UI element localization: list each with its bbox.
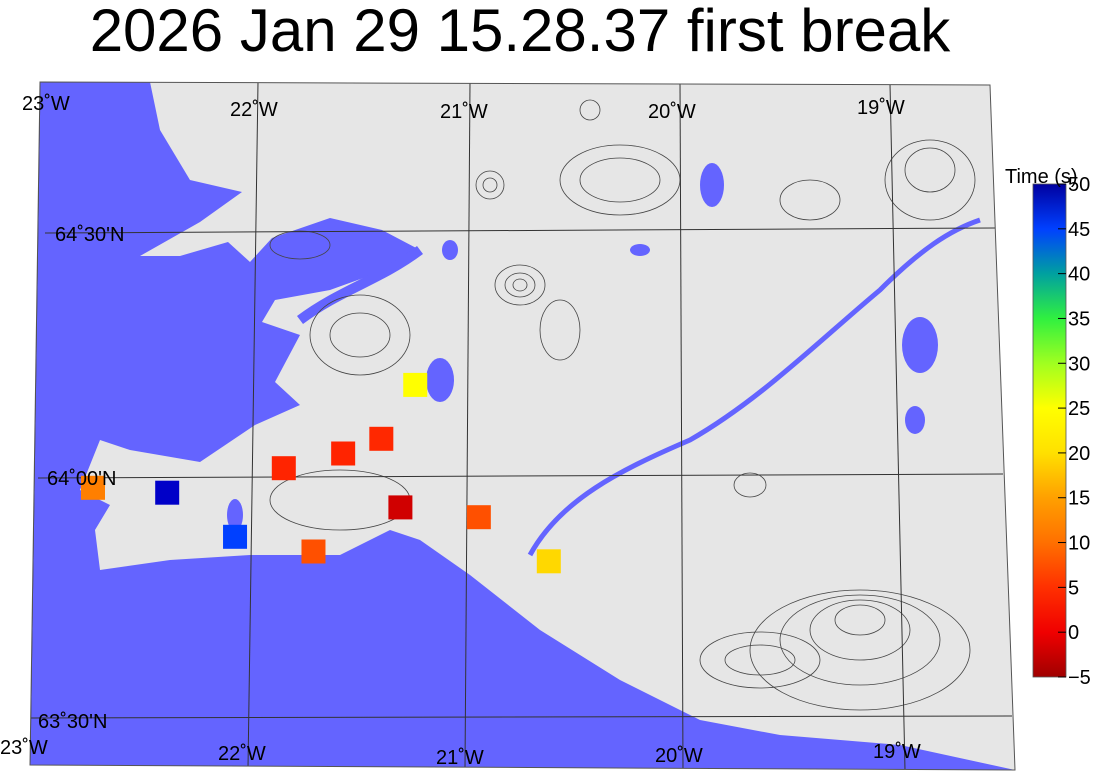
station-marker[interactable] [155, 480, 180, 505]
station-marker[interactable] [403, 372, 428, 397]
station-marker[interactable] [81, 475, 105, 500]
station-marker[interactable] [369, 426, 394, 451]
colorbar-tick-label: 45 [1068, 219, 1090, 241]
lat-labels: 64˚30'N 64˚00'N 63˚30'N [38, 224, 124, 733]
lon-label-bottom: 21˚W [436, 747, 484, 769]
lat-label: 64˚30'N [55, 224, 124, 246]
lon-labels-top: 23˚W 22˚W 21˚W 20˚W 19˚W [22, 93, 905, 123]
lon-label-bottom: 19˚W [873, 741, 921, 763]
lon-label-bottom: 20˚W [655, 745, 703, 767]
colorbar-tick-label: 20 [1068, 443, 1090, 465]
colorbar-tick-label: 10 [1068, 533, 1090, 555]
contour-lines [269, 99, 976, 711]
lon-label-top: 21˚W [440, 101, 488, 123]
map-title: 2026 Jan 29 15.28.37 first break [89, 0, 951, 64]
colorbar-tick-label: −5 [1068, 667, 1091, 689]
colorbar-tick-label: 15 [1068, 488, 1090, 510]
lon-label-bottom: 22˚W [218, 743, 266, 765]
station-marker[interactable] [271, 456, 296, 481]
colorbar-tick-label: 35 [1068, 308, 1090, 330]
lon-label-top: 20˚W [648, 101, 696, 123]
lon-label-top: 19˚W [857, 97, 905, 119]
station-marker[interactable] [388, 495, 413, 520]
colorbar-tick-label: 50 [1068, 174, 1090, 196]
land [80, 82, 1015, 770]
colorbar-scale [1032, 183, 1067, 678]
colorbar-tick-label: 0 [1068, 622, 1079, 644]
colorbar-tick-label: 5 [1068, 577, 1079, 599]
station-marker[interactable] [301, 539, 326, 564]
map-frame [29, 81, 1016, 771]
colorbar-title: Time (s) [1005, 166, 1078, 188]
station-marker[interactable] [536, 549, 561, 574]
station-marker[interactable] [223, 524, 248, 549]
lon-label-top: 22˚W [230, 99, 278, 121]
station-marker[interactable] [466, 505, 491, 530]
lat-label: 64˚00'N [47, 468, 116, 490]
colorbar-tick-label: 25 [1068, 398, 1090, 420]
colorbar-tick-label: 30 [1068, 353, 1090, 375]
station-marker[interactable] [331, 441, 356, 466]
lon-labels-bottom: 23˚W 22˚W 21˚W 20˚W 19˚W [0, 737, 921, 769]
colorbar-tick-label: 40 [1068, 264, 1090, 286]
lat-label: 63˚30'N [38, 711, 107, 733]
lon-label-top: 23˚W [22, 93, 70, 115]
lakes [227, 163, 981, 557]
lon-label-bottom: 23˚W [0, 737, 48, 759]
